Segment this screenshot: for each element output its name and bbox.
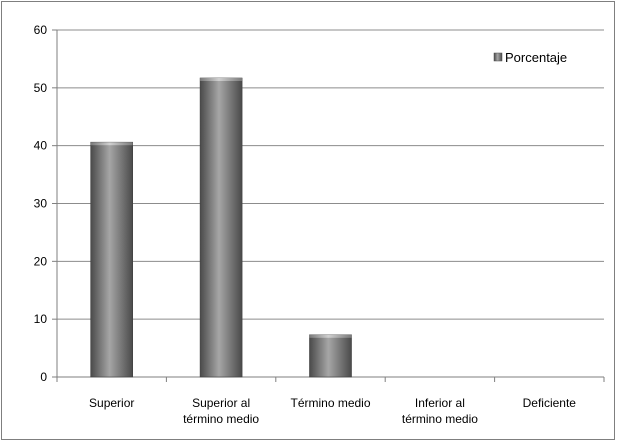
legend-label-porcentaje: Porcentaje xyxy=(505,50,567,65)
gridlines xyxy=(57,29,604,320)
y-tick-labels: 0 10 20 30 40 50 60 xyxy=(34,23,48,384)
y-tick-label: 30 xyxy=(34,197,48,211)
bar-cap xyxy=(90,142,133,146)
x-category-labels: Superior Superior al término medio Término … xyxy=(89,396,576,426)
legend: Porcentaje xyxy=(493,50,567,65)
x-category-label: Superior al xyxy=(192,396,250,410)
bar xyxy=(199,77,243,378)
y-tick-label: 10 xyxy=(34,312,48,326)
axes xyxy=(52,29,605,382)
bars xyxy=(90,77,352,378)
x-category-label: Término medio xyxy=(290,396,370,410)
x-category-label: término medio xyxy=(183,412,259,426)
x-category-label: Deficiente xyxy=(523,396,577,410)
y-tick-label: 0 xyxy=(40,370,47,384)
bar xyxy=(90,141,133,378)
y-tick-label: 50 xyxy=(34,81,48,95)
bar xyxy=(309,334,352,378)
legend-swatch xyxy=(493,52,503,62)
y-tick-label: 60 xyxy=(34,23,48,37)
bar-cap xyxy=(309,334,352,338)
y-tick-label: 40 xyxy=(34,139,48,153)
x-category-label: término medio xyxy=(402,412,478,426)
bar-cap xyxy=(200,78,243,82)
x-category-label: Inferior al xyxy=(415,396,465,410)
y-tick-label: 20 xyxy=(34,254,48,268)
x-category-label: Superior xyxy=(89,396,134,410)
